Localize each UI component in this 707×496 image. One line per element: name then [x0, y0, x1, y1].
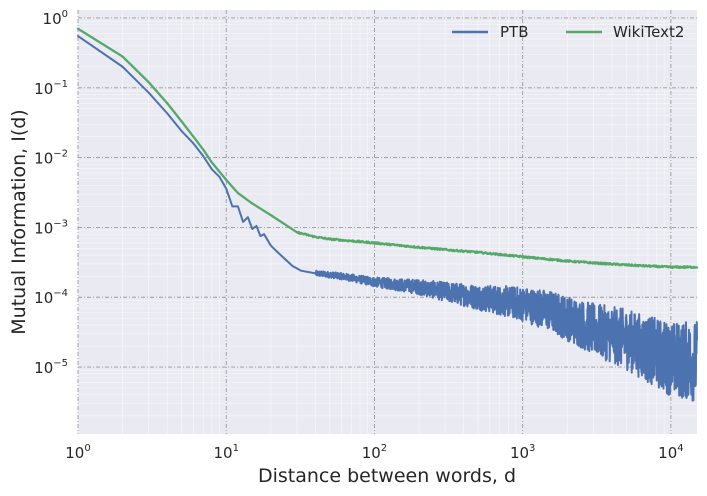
x-tick-label: 103	[510, 443, 535, 462]
x-tick-label: 101	[213, 443, 238, 462]
y-tick-label: 10−3	[34, 218, 68, 237]
y-tick-label: 10−5	[34, 358, 68, 377]
x-tick-label: 104	[658, 443, 683, 462]
x-tick-label: 100	[65, 443, 90, 462]
y-tick-label: 100	[43, 9, 68, 28]
x-axis-label: Distance between words, d	[258, 465, 516, 487]
major-gridlines	[77, 10, 697, 434]
legend-label-ptb: PTB	[500, 23, 529, 41]
x-tick-label: 102	[362, 443, 387, 462]
y-tick-label: 10−4	[34, 288, 68, 307]
series-layer	[76, 27, 699, 402]
legend-label-wikitext2: WikiText2	[613, 23, 684, 41]
legend: PTB WikiText2	[452, 23, 684, 41]
y-axis-label: Mutual Information, I(d)	[8, 109, 30, 334]
plot-area	[78, 10, 697, 434]
y-axis-ticks: 10−5 10−4 10−3 10−2 10−1 100	[34, 9, 68, 377]
series-line-wikitext2	[76, 27, 699, 270]
series-line-ptb	[77, 35, 698, 402]
y-tick-label: 10−2	[34, 149, 68, 168]
y-tick-label: 10−1	[34, 79, 68, 98]
x-axis-ticks: 100 101 102 103 104	[65, 443, 683, 462]
